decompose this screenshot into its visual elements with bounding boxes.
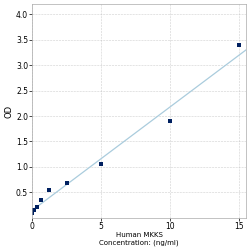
- Point: [39, 198, 43, 202]
- Point: [65, 181, 69, 185]
- Y-axis label: OD: OD: [4, 104, 13, 118]
- Point: [30, 211, 34, 215]
- Point: [34, 204, 38, 208]
- Point: [237, 43, 241, 47]
- Point: [48, 188, 52, 192]
- X-axis label: Human MKKS
Concentration: (ng/ml): Human MKKS Concentration: (ng/ml): [99, 232, 179, 246]
- Point: [32, 208, 36, 212]
- Point: [168, 119, 172, 123]
- Point: [99, 162, 103, 166]
